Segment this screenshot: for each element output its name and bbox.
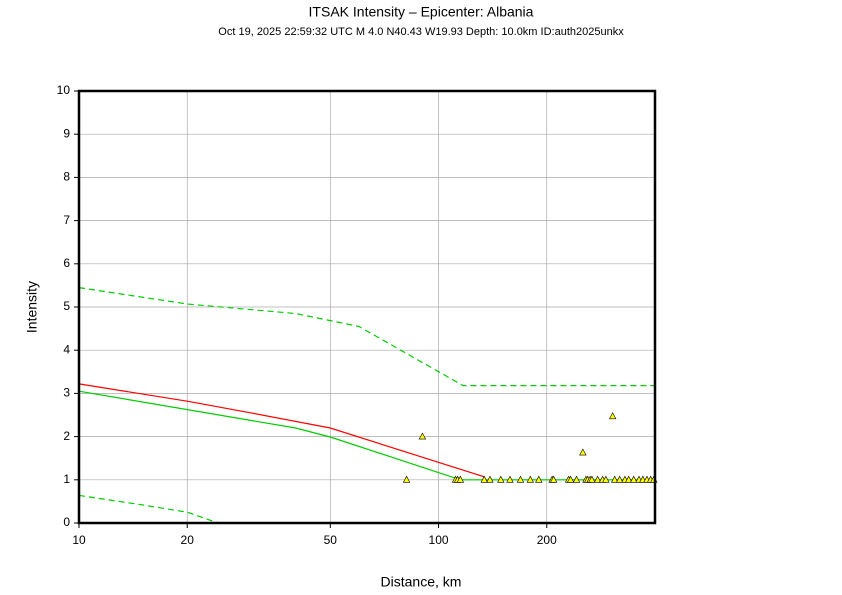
data-point (579, 448, 587, 456)
y-tick-label: 0 (63, 515, 70, 529)
data-point (588, 475, 596, 483)
data-point (566, 475, 575, 483)
data-point (535, 475, 543, 483)
y-tick-label: 3 (63, 386, 70, 400)
chart-title: ITSAK Intensity – Epicenter: Albania (309, 4, 534, 20)
data-point (608, 412, 617, 420)
data-point (486, 475, 494, 483)
data-point (456, 475, 465, 483)
y-axis-label: Intensity (24, 281, 40, 333)
data-point (549, 475, 558, 483)
x-tick-label: 20 (181, 533, 195, 547)
y-tick-label: 7 (63, 213, 70, 227)
y-tick-label: 5 (63, 299, 70, 313)
line (78, 494, 219, 524)
y-tick-label: 10 (57, 83, 71, 97)
y-tick-label: 9 (63, 126, 70, 140)
x-tick-label: 100 (429, 533, 449, 547)
line (78, 390, 655, 481)
x-tick-label: 50 (324, 533, 338, 547)
data-point (572, 475, 581, 483)
data-point (497, 475, 505, 483)
data-point (516, 475, 525, 483)
data-point (593, 475, 602, 483)
y-tick-label: 8 (63, 170, 70, 184)
data-point (602, 475, 610, 483)
y-tick-label: 1 (63, 472, 70, 486)
y-tick-label: 4 (63, 342, 70, 356)
x-tick-label: 10 (72, 533, 86, 547)
line (78, 383, 485, 478)
data-point (610, 475, 619, 483)
x-tick-label: 200 (537, 533, 557, 547)
data-point (418, 432, 427, 440)
y-tick-label: 2 (63, 429, 70, 443)
plot-frame (77, 89, 657, 525)
x-axis-label: Distance, km (381, 574, 462, 590)
data-point (625, 475, 633, 483)
line (78, 287, 655, 387)
plot (78, 287, 658, 524)
data-point (402, 475, 411, 483)
data-point (480, 475, 488, 483)
chart-subtitle: Oct 19, 2025 22:59:32 UTC M 4.0 N40.43 W… (218, 26, 624, 38)
data-point (615, 475, 624, 483)
data-point (526, 475, 535, 483)
data-point (506, 475, 514, 483)
data-point (630, 475, 638, 483)
y-tick-label: 6 (63, 256, 70, 270)
